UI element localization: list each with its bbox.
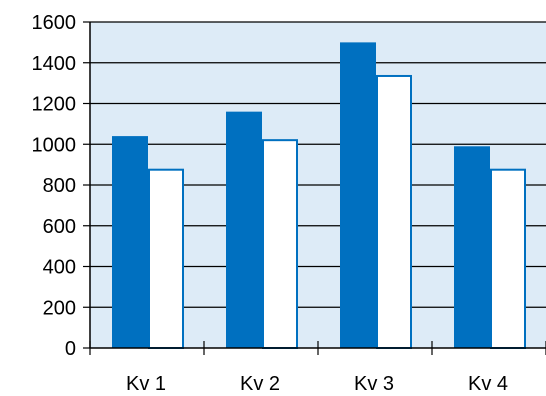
bar-series-2-4: [490, 168, 526, 349]
y-tick-label: 800: [43, 175, 76, 197]
bar-series-1-1: [112, 136, 148, 348]
y-tick-label: 400: [43, 257, 76, 279]
y-tick-label: 600: [43, 216, 76, 238]
axes: [83, 21, 546, 355]
bar-series-2-2: [262, 139, 298, 349]
bar-series-2-3: [376, 74, 412, 349]
bar-series-2-1: [148, 168, 184, 349]
y-tick-label: 200: [43, 297, 76, 319]
bar-series-1-4: [454, 146, 490, 348]
x-category-label: Kv 3: [354, 373, 394, 395]
y-tick-label: 1000: [32, 134, 77, 156]
y-tick-label: 1400: [32, 53, 77, 75]
x-tick-labels: Kv 1 Kv 2 Kv 3 Kv 4: [126, 373, 508, 395]
x-category-label: Kv 4: [468, 373, 508, 395]
bars: [112, 42, 526, 349]
y-tick-label: 1200: [32, 94, 77, 116]
x-category-label: Kv 2: [240, 373, 280, 395]
bar-series-1-3: [340, 42, 376, 348]
y-tick-label: 1600: [32, 12, 77, 34]
x-category-label: Kv 1: [126, 373, 166, 395]
bar-series-1-2: [226, 111, 262, 349]
y-tick-labels: 0 200 400 600 800 1000 1200 1400 1600: [32, 12, 77, 360]
y-tick-label: 0: [65, 338, 76, 360]
